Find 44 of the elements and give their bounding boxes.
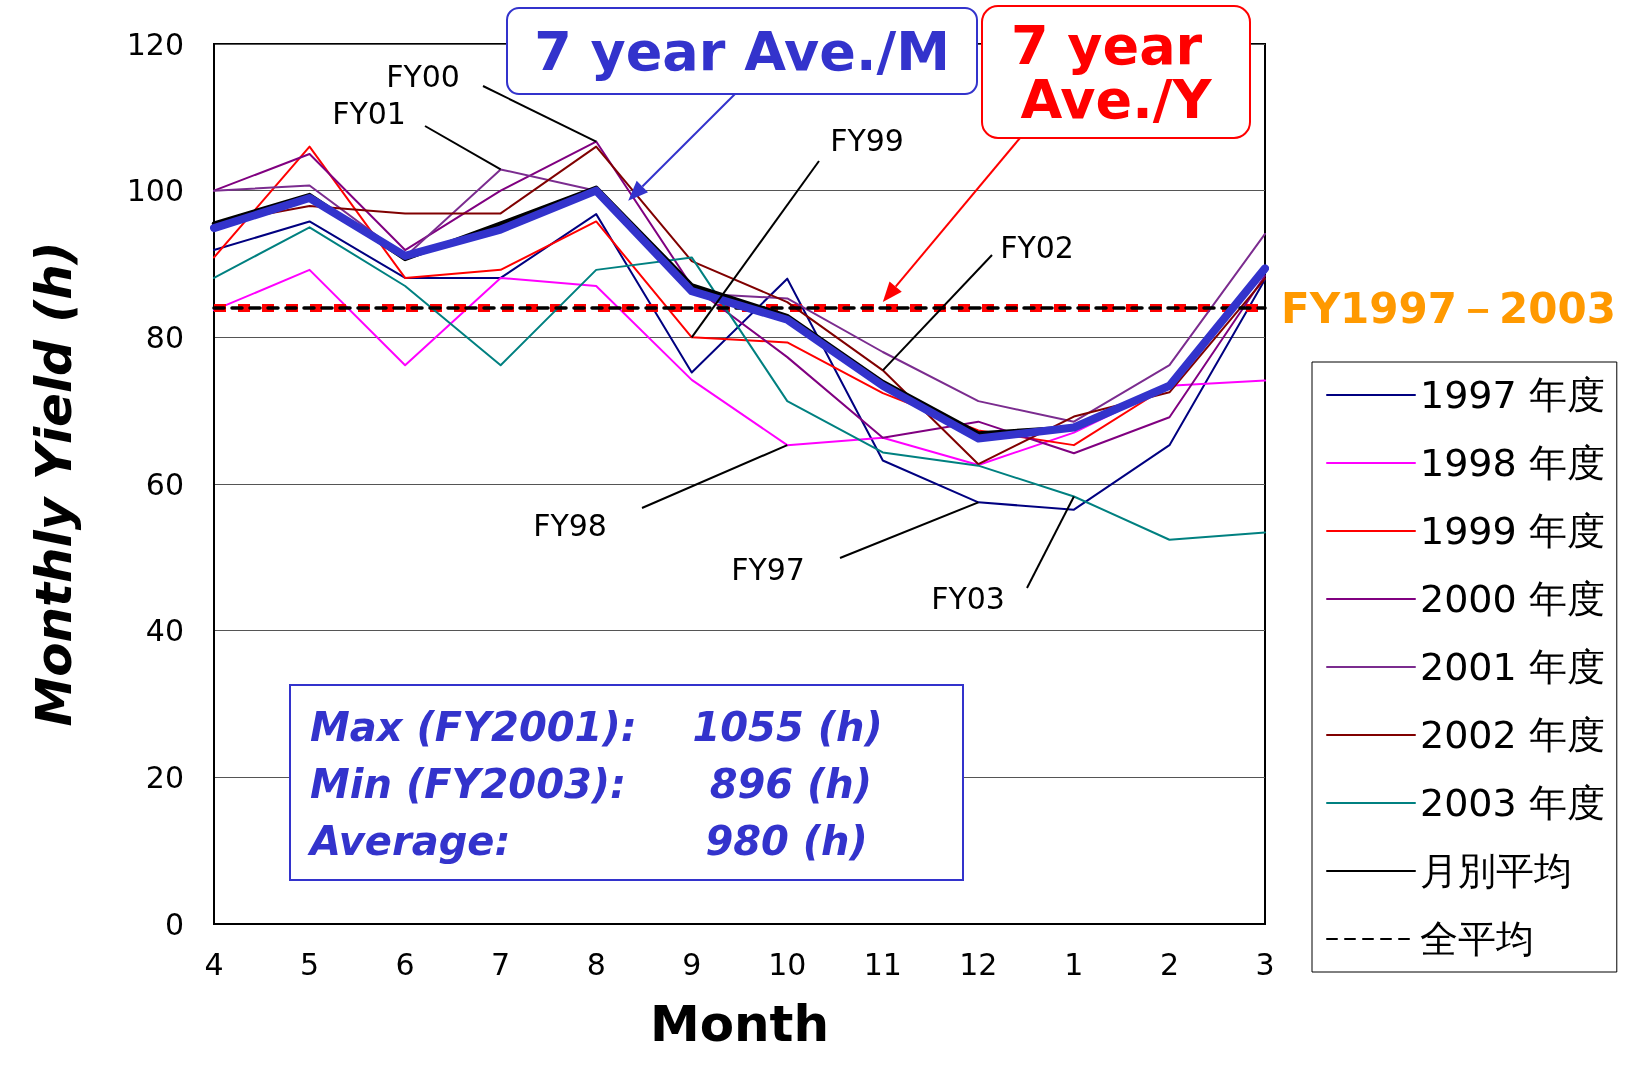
x-tick-label: 2 bbox=[1159, 946, 1179, 982]
legend-label: 1997 年度 bbox=[1420, 373, 1605, 417]
x-tick-label: 5 bbox=[300, 946, 320, 982]
annotation: Average: 980 (h) bbox=[307, 818, 868, 864]
legend-label: 全平均 bbox=[1420, 917, 1534, 961]
x-tick-label: 9 bbox=[682, 946, 702, 982]
annotation: FY03 bbox=[931, 580, 1005, 616]
x-tick-label: 8 bbox=[586, 946, 606, 982]
y-tick-label: 40 bbox=[145, 613, 184, 649]
y-tick-label: 60 bbox=[145, 466, 184, 502]
y-axis-title: Monthly Yield (h) bbox=[25, 241, 83, 727]
x-tick-label: 7 bbox=[491, 946, 511, 982]
x-tick-label: 12 bbox=[959, 946, 998, 982]
legend-label: 1999 年度 bbox=[1420, 509, 1605, 553]
x-tick-label: 3 bbox=[1255, 946, 1275, 982]
legend-label: 2002 年度 bbox=[1420, 713, 1605, 757]
x-tick-label: 11 bbox=[863, 946, 902, 982]
annotation: Min (FY2003): 896 (h) bbox=[310, 761, 873, 807]
annotation: FY02 bbox=[1000, 229, 1074, 265]
annotation: Max (FY2001): 1055 (h) bbox=[310, 704, 883, 750]
annotation: 7 year Ave./M bbox=[534, 19, 950, 83]
y-tick-label: 80 bbox=[145, 319, 184, 355]
annotation: FY1997－2003 bbox=[1281, 283, 1616, 333]
x-axis-title: Month bbox=[649, 995, 830, 1053]
y-tick-label: 120 bbox=[126, 26, 184, 62]
legend-label: 2001 年度 bbox=[1420, 645, 1605, 689]
annotation: FY00 bbox=[386, 58, 460, 94]
legend-label: 2000 年度 bbox=[1420, 577, 1605, 621]
annotation: FY98 bbox=[533, 507, 607, 543]
legend-label: 2003 年度 bbox=[1420, 781, 1605, 825]
y-tick-label: 20 bbox=[145, 759, 184, 795]
legend-label: 1998 年度 bbox=[1420, 441, 1605, 485]
ref-line-label: 7 year Ave./Y bbox=[1010, 13, 1222, 131]
annotation: FY99 bbox=[830, 122, 904, 158]
y-tick-label: 100 bbox=[126, 173, 184, 209]
legend-label: 月別平均 bbox=[1420, 849, 1572, 893]
line-series bbox=[213, 268, 1266, 466]
x-tick-label: 4 bbox=[204, 946, 224, 982]
x-tick-label: 10 bbox=[768, 946, 807, 982]
annotation: FY97 bbox=[731, 551, 805, 587]
x-tick-label: 6 bbox=[395, 946, 415, 982]
x-tick-label: 1 bbox=[1064, 946, 1084, 982]
y-tick-label: 0 bbox=[164, 906, 184, 942]
annotation: FY01 bbox=[332, 95, 406, 131]
